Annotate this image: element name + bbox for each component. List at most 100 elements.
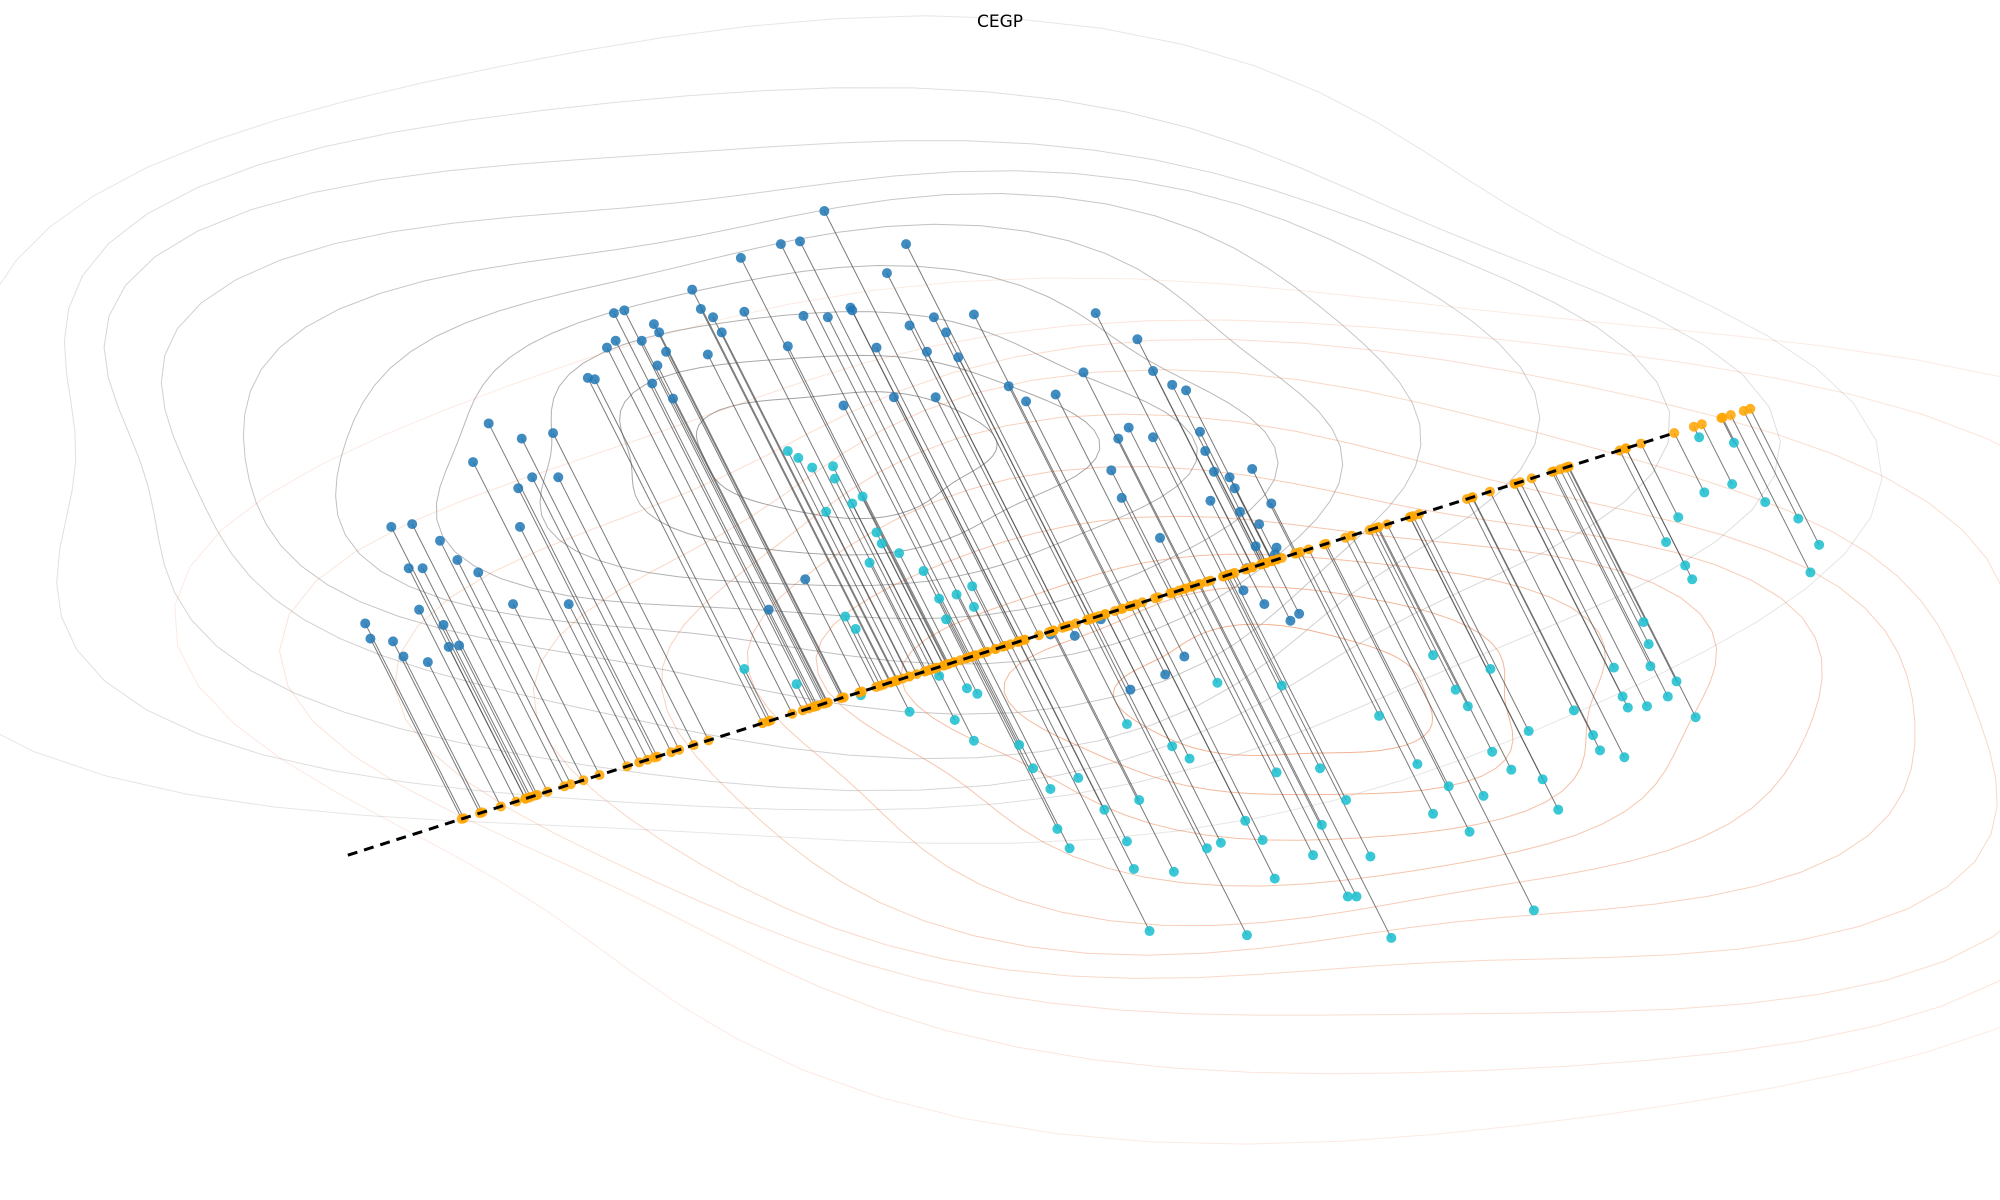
source-point-39	[1148, 366, 1159, 377]
target-point-98	[1523, 726, 1534, 737]
projected-point-189	[1738, 405, 1749, 416]
projection-link-47	[1083, 372, 1193, 587]
target-point-29	[1014, 739, 1025, 750]
projection-link-204	[1412, 515, 1491, 670]
projection-link-193	[1210, 580, 1392, 939]
projection-link-94	[1209, 500, 1246, 570]
projection-link-68	[392, 641, 481, 814]
projection-link-63	[477, 572, 584, 781]
projection-link-198	[1373, 528, 1457, 690]
target-point-14	[968, 601, 979, 612]
projection-link-17	[653, 323, 844, 698]
projected-point-182	[1635, 438, 1646, 449]
projection-link-44	[893, 397, 1019, 643]
source-point-42	[1181, 385, 1192, 396]
projection-link-166	[1409, 516, 1559, 810]
target-point-88	[1241, 930, 1252, 941]
source-point-41	[1003, 381, 1014, 392]
projection-link-202	[1225, 575, 1283, 686]
source-point-58	[515, 521, 525, 532]
source-contour-8	[56, 87, 1781, 811]
projection-link-20	[606, 347, 793, 714]
projection-link-10	[827, 317, 997, 650]
source-point-0	[819, 206, 830, 217]
target-point-72	[1680, 560, 1691, 571]
projection-link-116	[898, 552, 955, 663]
projected-point-58	[634, 757, 645, 768]
target-point-64	[1568, 705, 1579, 716]
projected-point-75	[812, 700, 823, 711]
projection-link-178	[1564, 467, 1644, 623]
target-point-16	[850, 623, 861, 634]
projection-link-24	[973, 314, 1124, 609]
projection-link-1	[780, 243, 988, 652]
source-point-54	[553, 472, 564, 483]
target-point-62	[1622, 702, 1633, 713]
projection-link-69	[403, 656, 483, 813]
projection-link-164	[1351, 535, 1484, 797]
target-point-89	[1144, 926, 1155, 937]
target-point-58	[1537, 774, 1548, 785]
target-point-42	[1215, 837, 1226, 848]
source-point-22	[636, 335, 647, 346]
projection-link-84	[1110, 470, 1174, 593]
projection-link-197	[1369, 529, 1434, 656]
projection-link-108	[834, 478, 932, 670]
projection-link-43	[935, 397, 1055, 631]
target-point-2	[828, 461, 839, 472]
projection-link-205	[1418, 514, 1530, 732]
projection-link-80	[1154, 598, 1185, 657]
source-point-23	[661, 346, 672, 357]
target-point-59	[1553, 804, 1564, 815]
source-point-34	[941, 327, 952, 338]
projection-link-21	[615, 340, 804, 711]
projection-link-23	[665, 351, 842, 699]
projection-link-139	[981, 653, 1051, 790]
source-point-10	[822, 312, 833, 323]
source-point-88	[1200, 446, 1211, 457]
source-point-85	[1113, 433, 1124, 444]
projection-link-191	[1378, 526, 1493, 752]
projection-link-13	[623, 310, 824, 705]
source-point-92	[1208, 466, 1219, 477]
source-point-104	[1155, 532, 1165, 543]
projection-link-137	[975, 655, 1034, 769]
source-points	[360, 206, 1305, 695]
density-contours	[0, 15, 2000, 1145]
source-point-81	[1160, 669, 1171, 680]
projection-link-208	[1104, 613, 1173, 747]
source-point-76	[800, 574, 811, 585]
projected-point-208	[1100, 609, 1111, 620]
source-point-15	[708, 312, 719, 323]
target-point-83	[1728, 437, 1739, 448]
projection-link-26	[707, 354, 877, 688]
projection-link-168	[1471, 497, 1601, 751]
target-point-24	[972, 688, 983, 699]
source-point-14	[739, 306, 750, 317]
source-point-18	[654, 327, 665, 338]
source-point-25	[782, 341, 793, 352]
projection-link-81	[1130, 605, 1166, 675]
source-contour-3	[435, 264, 1279, 620]
projected-point-184	[1696, 419, 1707, 430]
projected-point-209	[1070, 618, 1081, 629]
target-point-15	[840, 611, 851, 622]
projection-link-200	[1222, 576, 1321, 769]
source-point-17	[648, 319, 659, 330]
target-point-3	[847, 498, 858, 509]
source-point-62	[452, 555, 463, 565]
source-point-101	[1259, 599, 1270, 610]
projection-link-176	[1568, 466, 1697, 718]
projection-link-172	[1531, 478, 1648, 707]
projection-link-141	[972, 656, 1071, 849]
source-point-9	[904, 320, 915, 331]
projection-link-154	[1178, 590, 1314, 856]
source-point-20	[601, 342, 612, 353]
projected-point-131	[955, 655, 966, 666]
source-point-102	[1254, 519, 1265, 530]
target-point-56	[1464, 826, 1475, 837]
source-point-55	[513, 483, 524, 494]
projection-link-85	[1117, 438, 1194, 587]
projection-link-203	[1376, 527, 1469, 707]
projection-link-30	[672, 398, 828, 703]
